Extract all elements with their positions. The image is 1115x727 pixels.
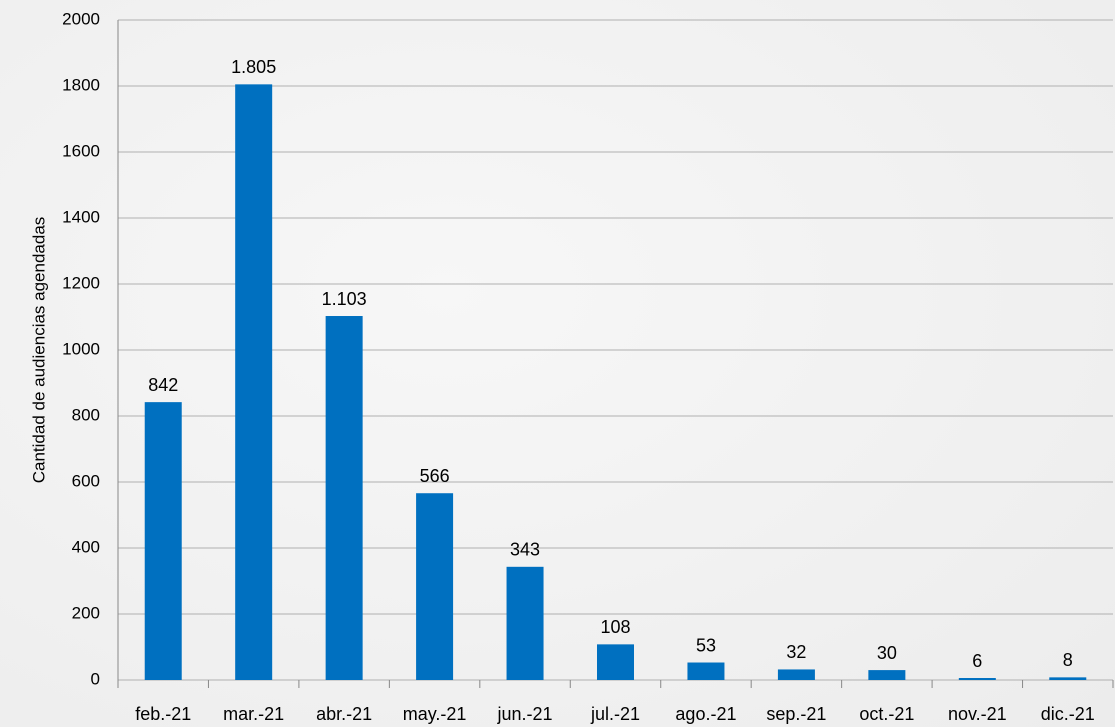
y-tick-label: 400 bbox=[72, 537, 100, 556]
value-label: 108 bbox=[600, 617, 630, 637]
value-label: 343 bbox=[510, 540, 540, 560]
y-tick-label: 1400 bbox=[62, 207, 100, 226]
x-tick-label: sep.-21 bbox=[766, 704, 826, 724]
x-tick-label: dic.-21 bbox=[1041, 704, 1095, 724]
value-label: 842 bbox=[148, 375, 178, 395]
value-label: 566 bbox=[420, 466, 450, 486]
value-label: 1.805 bbox=[231, 57, 276, 77]
bar bbox=[235, 84, 273, 681]
value-label: 30 bbox=[877, 643, 897, 663]
y-tick-label: 200 bbox=[72, 603, 100, 622]
value-label: 32 bbox=[786, 642, 806, 662]
x-tick-label: ago.-21 bbox=[675, 704, 736, 724]
bar bbox=[777, 669, 815, 680]
bar bbox=[506, 566, 544, 680]
bar bbox=[1049, 677, 1087, 680]
x-tick-label: jul.-21 bbox=[590, 704, 640, 724]
x-tick-label: feb.-21 bbox=[135, 704, 191, 724]
value-label: 8 bbox=[1063, 650, 1073, 670]
value-label: 1.103 bbox=[322, 289, 367, 309]
bar bbox=[687, 662, 725, 680]
x-tick-label: jun.-21 bbox=[497, 704, 553, 724]
y-tick-label: 1000 bbox=[62, 339, 100, 358]
y-axis-label: Cantidad de audiencias agendadas bbox=[29, 217, 48, 484]
x-tick-label: abr.-21 bbox=[316, 704, 372, 724]
bar bbox=[416, 493, 454, 680]
x-tick-label: mar.-21 bbox=[223, 704, 284, 724]
x-tick-label: nov.-21 bbox=[948, 704, 1007, 724]
bar bbox=[325, 316, 363, 680]
x-tick-label: oct.-21 bbox=[859, 704, 914, 724]
y-tick-label: 2000 bbox=[62, 9, 100, 28]
y-tick-label: 1600 bbox=[62, 141, 100, 160]
bar bbox=[597, 644, 634, 680]
bar bbox=[868, 670, 906, 680]
y-tick-label: 0 bbox=[91, 669, 100, 688]
bar bbox=[144, 402, 182, 680]
value-label: 53 bbox=[696, 635, 716, 655]
value-label: 6 bbox=[972, 651, 982, 671]
y-tick-label: 1800 bbox=[62, 75, 100, 94]
y-tick-label: 800 bbox=[72, 405, 100, 424]
y-tick-label: 1200 bbox=[62, 273, 100, 292]
x-tick-label: may.-21 bbox=[403, 704, 467, 724]
bar bbox=[958, 678, 996, 680]
y-tick-label: 600 bbox=[72, 471, 100, 490]
